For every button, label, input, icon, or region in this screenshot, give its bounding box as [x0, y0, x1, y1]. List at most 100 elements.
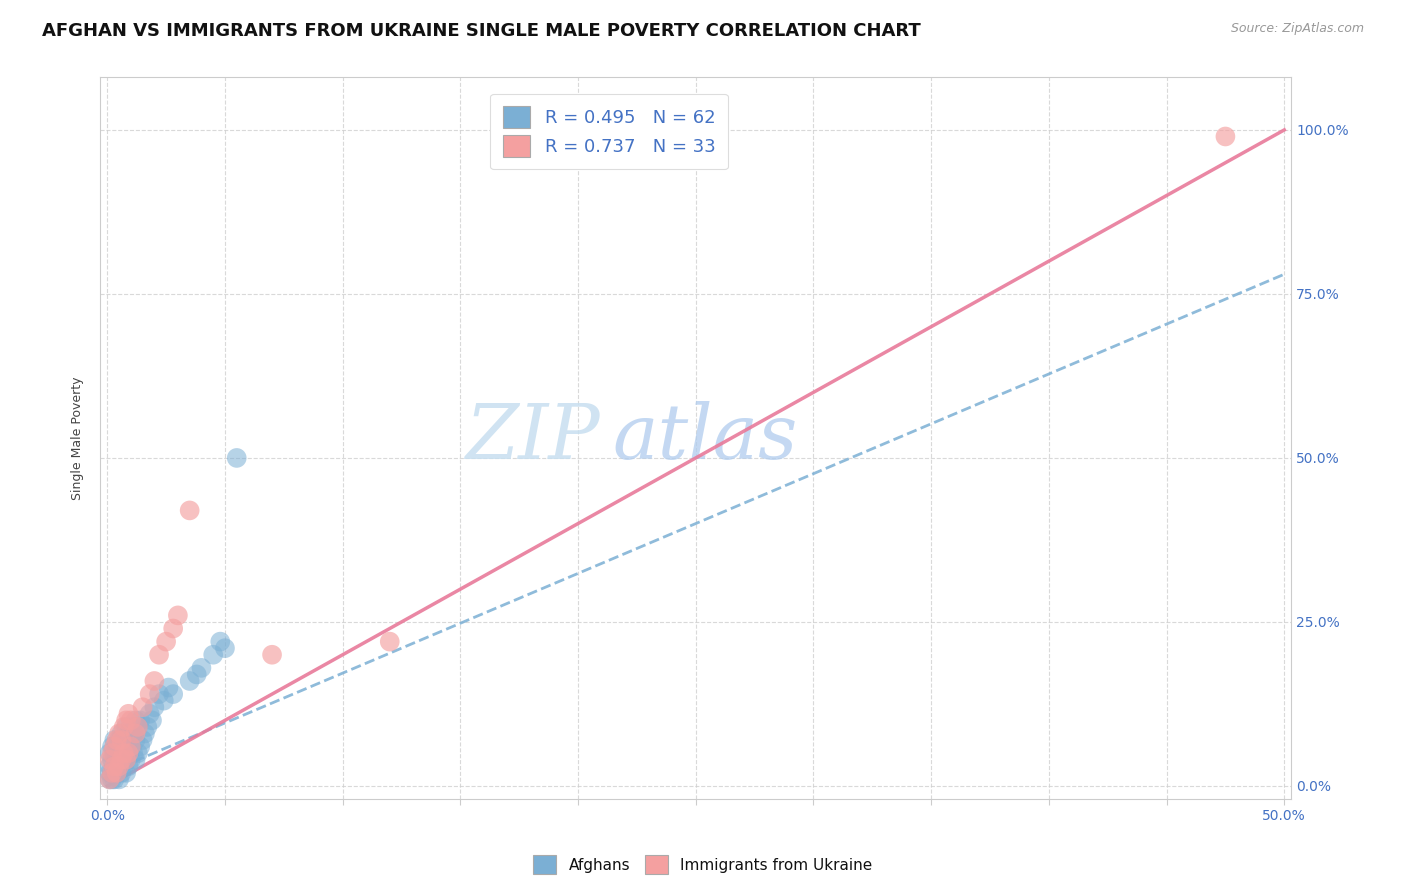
Point: [129, 714, 152, 728]
Point: [105, 765, 128, 780]
Point: [127, 720, 149, 734]
Point: [110, 765, 132, 780]
Point: [378, 634, 401, 648]
Y-axis label: Single Male Poverty: Single Male Poverty: [72, 376, 84, 500]
Point: [186, 667, 208, 681]
Point: [101, 765, 124, 780]
Point: [117, 706, 139, 721]
Point: [131, 700, 153, 714]
Point: [127, 746, 149, 760]
Point: [120, 739, 142, 754]
Point: [112, 746, 135, 760]
Point: [120, 739, 142, 754]
Point: [131, 733, 153, 747]
Point: [143, 673, 166, 688]
Point: [105, 733, 128, 747]
Legend: Afghans, Immigrants from Ukraine: Afghans, Immigrants from Ukraine: [527, 849, 879, 880]
Point: [103, 733, 125, 747]
Point: [225, 450, 247, 465]
Point: [110, 739, 132, 754]
Point: [101, 772, 124, 787]
Point: [101, 739, 124, 754]
Point: [108, 733, 131, 747]
Point: [122, 746, 145, 760]
Point: [115, 739, 138, 754]
Point: [122, 726, 145, 740]
Point: [98, 753, 121, 767]
Point: [179, 503, 201, 517]
Point: [112, 746, 135, 760]
Point: [112, 720, 135, 734]
Point: [112, 759, 135, 773]
Point: [103, 746, 125, 760]
Point: [155, 634, 177, 648]
Point: [98, 759, 121, 773]
Point: [157, 681, 180, 695]
Point: [120, 720, 142, 734]
Point: [120, 714, 142, 728]
Point: [124, 714, 146, 728]
Point: [141, 714, 163, 728]
Point: [108, 759, 131, 773]
Point: [179, 673, 201, 688]
Point: [105, 753, 128, 767]
Point: [134, 726, 156, 740]
Point: [1215, 129, 1237, 144]
Point: [152, 693, 174, 707]
Point: [202, 648, 225, 662]
Point: [108, 726, 131, 740]
Point: [103, 759, 125, 773]
Point: [117, 726, 139, 740]
Point: [190, 661, 212, 675]
Point: [110, 753, 132, 767]
Point: [162, 687, 184, 701]
Point: [108, 772, 131, 787]
Point: [117, 746, 139, 760]
Point: [98, 772, 121, 787]
Point: [138, 687, 160, 701]
Point: [209, 634, 232, 648]
Point: [143, 700, 166, 714]
Point: [110, 726, 132, 740]
Point: [101, 746, 124, 760]
Point: [110, 733, 132, 747]
Point: [117, 746, 139, 760]
Point: [98, 746, 121, 760]
Point: [105, 739, 128, 754]
Point: [110, 753, 132, 767]
Point: [98, 772, 121, 787]
Point: [136, 720, 159, 734]
Text: Source: ZipAtlas.com: Source: ZipAtlas.com: [1230, 22, 1364, 36]
Point: [167, 608, 190, 623]
Point: [124, 733, 146, 747]
Legend: R = 0.495   N = 62, R = 0.737   N = 33: R = 0.495 N = 62, R = 0.737 N = 33: [491, 94, 728, 169]
Point: [148, 687, 170, 701]
Point: [101, 765, 124, 780]
Point: [105, 765, 128, 780]
Point: [120, 753, 142, 767]
Point: [115, 720, 138, 734]
Point: [108, 759, 131, 773]
Point: [115, 714, 138, 728]
Point: [115, 753, 138, 767]
Point: [124, 726, 146, 740]
Point: [98, 765, 121, 780]
Point: [148, 648, 170, 662]
Point: [115, 753, 138, 767]
Point: [101, 753, 124, 767]
Point: [127, 720, 149, 734]
Point: [103, 759, 125, 773]
Point: [260, 648, 283, 662]
Point: [108, 746, 131, 760]
Point: [103, 772, 125, 787]
Point: [129, 739, 152, 754]
Point: [103, 739, 125, 754]
Point: [115, 765, 138, 780]
Point: [124, 753, 146, 767]
Text: ZIP: ZIP: [465, 401, 600, 475]
Point: [214, 641, 236, 656]
Point: [112, 733, 135, 747]
Point: [162, 622, 184, 636]
Text: atlas: atlas: [613, 401, 797, 475]
Point: [138, 706, 160, 721]
